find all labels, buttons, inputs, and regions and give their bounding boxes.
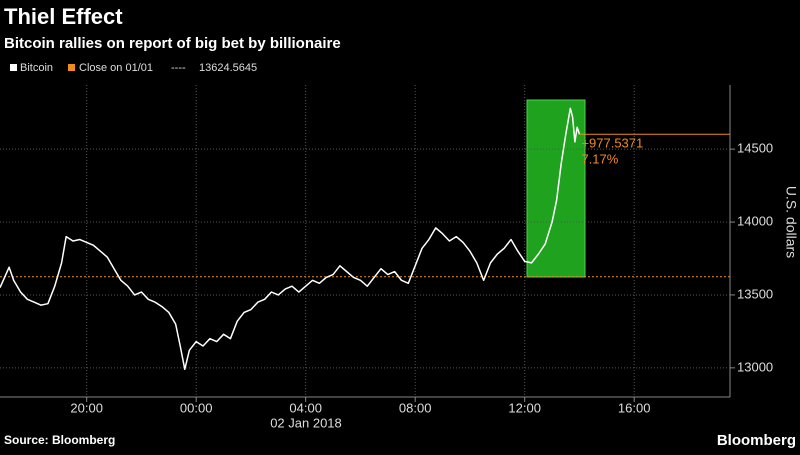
y-tick-label: 14500 xyxy=(737,141,773,156)
chart-subtitle: Bitcoin rallies on report of big bet by … xyxy=(4,35,341,52)
y-tick-label: 14000 xyxy=(737,213,773,228)
y-tick-label: 13000 xyxy=(737,359,773,374)
x-tick-label: 00:00 xyxy=(180,400,213,415)
y-tick-label: 13500 xyxy=(737,286,773,301)
legend-swatch xyxy=(68,64,75,71)
x-tick-label: 16:00 xyxy=(618,400,651,415)
legend-swatch xyxy=(10,64,17,71)
annotation: +977.5371 xyxy=(581,136,643,151)
line-series xyxy=(0,107,581,371)
x-tick-label: 12:00 xyxy=(508,400,541,415)
brand: Bloomberg xyxy=(717,432,796,449)
x-tick-label: 20:00 xyxy=(70,400,103,415)
legend-dashes: ---- xyxy=(171,62,186,74)
annotation: 7.17% xyxy=(581,152,618,167)
source: Source: Bloomberg xyxy=(4,433,115,447)
x-tick-label: 04:00 xyxy=(289,400,322,415)
legend-label: Close on 01/01 xyxy=(79,62,153,74)
y-axis-label: U.S. dollars xyxy=(783,186,799,258)
chart-title: Thiel Effect xyxy=(4,4,123,29)
legend-label: Bitcoin xyxy=(20,62,53,74)
x-axis-label: 02 Jan 2018 xyxy=(270,415,342,430)
highlight-box xyxy=(526,99,586,278)
x-tick-label: 08:00 xyxy=(399,400,432,415)
legend-value: 13624.5645 xyxy=(199,62,257,74)
